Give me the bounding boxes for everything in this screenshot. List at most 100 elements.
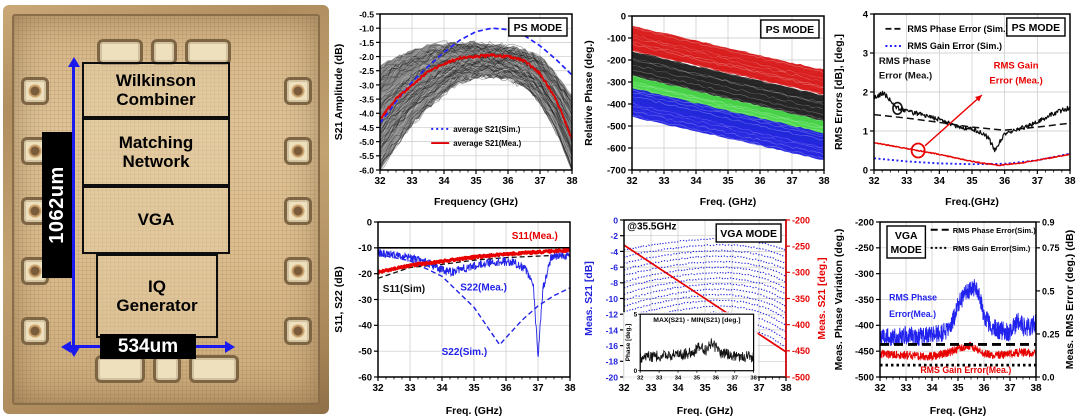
y2-axis-label: Meas. S21 [deg.] <box>816 257 828 339</box>
y2-tick-label: 0.0 <box>1042 372 1055 382</box>
die-block-label: Matching Network <box>118 132 194 171</box>
inset-x-tick-label: 36 <box>713 376 720 382</box>
annotation: S22(Mea.) <box>460 282 507 293</box>
phase-states-green-trace <box>632 84 824 131</box>
die-block-matching-network: Matching Network <box>82 118 230 186</box>
y-tick-label: -2.5 <box>359 66 374 76</box>
phase-states-green-trace <box>632 80 824 127</box>
x-tick-label: 36 <box>978 383 990 394</box>
legend-label: RMS Phase Error(Sim.) <box>953 226 1037 235</box>
phase-states-black-trace <box>632 61 824 107</box>
inset-title: MAX(S21) - MIN(S21) [deg.] <box>653 317 740 324</box>
phase-states-blue-trace <box>632 113 824 158</box>
phase-states-red-trace <box>632 41 824 88</box>
inset-x-tick-label: 35 <box>694 376 701 382</box>
s21-all-states-band-trace <box>380 72 572 169</box>
y2-axis-label: Meas. RMS Error (deg.) (dB) <box>1064 230 1076 369</box>
phase-states-blue-trace <box>632 114 824 160</box>
inset-x-tick-label: 34 <box>675 376 682 382</box>
y-tick-label: 0 <box>621 11 626 22</box>
y-tick-label: -100 <box>607 33 626 44</box>
y2-tick-label: -500 <box>792 372 810 382</box>
y2-tick-label: -300 <box>792 268 810 278</box>
y-tick-label: -50 <box>358 347 372 358</box>
s21-all-states-band-trace <box>380 68 572 152</box>
phase-states-black <box>632 51 824 126</box>
s21-gain-states-2 <box>624 249 786 265</box>
phase-states-red-trace <box>632 34 824 80</box>
phase-states-red-trace <box>632 29 824 76</box>
phase-states-red-trace <box>632 39 824 86</box>
s21-gain-states-4 <box>624 260 786 277</box>
y-tick-label: -3.5 <box>359 94 374 104</box>
bond-pad <box>153 355 181 383</box>
phase-states-black-trace <box>632 74 824 121</box>
legend-label: average S21(Sim.) <box>453 125 521 134</box>
y-tick-label: -300 <box>607 77 626 88</box>
phase-states-blue-trace <box>632 91 824 139</box>
annotation: S22(Sim.) <box>442 347 488 358</box>
y-axis: 0 -2 -4 -6 -8 -10 -12 -14 -16 -18 -20 Meas. S21 [dB… <box>583 215 624 382</box>
phase-states-green-trace <box>632 75 824 122</box>
mode-badge-label: PS MODE <box>1012 22 1060 34</box>
phase-states-blue-trace <box>632 92 824 140</box>
s21-all-states-band-trace <box>380 41 572 104</box>
die-height-label: 1062um <box>42 132 72 278</box>
phase-states-blue-trace <box>632 92 824 137</box>
legend: RMS Phase Error (Sim.) RMS Gain Error (Si… <box>885 24 1008 51</box>
y-tick-label: -20 <box>358 269 372 280</box>
average-s21-sim <box>380 27 572 124</box>
y-tick-label: -2.0 <box>359 52 374 62</box>
y-tick-label: -20 <box>606 372 619 382</box>
annotation: Error (Mea.) <box>989 75 1042 86</box>
annotation: Error(Mea.) <box>889 309 936 319</box>
phase-states-blue-trace <box>632 110 824 157</box>
phase-states-black-trace <box>632 54 824 100</box>
s21-all-states-band-trace <box>380 58 572 138</box>
y-tick-label: 0 <box>613 215 618 225</box>
s21-all-states-band-trace <box>380 43 572 107</box>
y2-tick-label: -250 <box>792 242 810 252</box>
phase-states-red-trace <box>632 41 824 86</box>
s21-gain-states-11 <box>624 299 786 320</box>
y-tick-label: -500 <box>607 121 626 132</box>
phase-states-blue-trace <box>632 94 824 140</box>
y-tick-label: 0 <box>863 165 868 176</box>
mode-badge-label: PS MODE <box>766 24 814 36</box>
phase-states-red-trace <box>632 48 824 93</box>
y2-tick-label: -450 <box>792 346 810 356</box>
s21-gain-states-7 <box>624 277 786 296</box>
y-tick-label: -450 <box>855 347 874 358</box>
phase-states-black-trace <box>632 71 824 118</box>
bond-pad <box>284 77 312 105</box>
phase-states-red-trace <box>632 37 824 83</box>
panel-vga-rms-errors: 32 33 34 35 36 37 38 Freq. (GHz) -200 -250 -300 -35… <box>832 210 1080 419</box>
bond-pad <box>21 77 49 105</box>
s21-all-states-band-trace <box>380 64 572 151</box>
y-axis-label: RMS Errors [dB], [deg.] <box>833 34 845 150</box>
x-tick-label: 38 <box>1030 383 1042 394</box>
s21-all-states-band-trace <box>380 65 572 151</box>
panel-s-parameters: 32 33 34 35 36 37 38 Freq. (GHz) 0 -10 -20 -30 -40 -5… <box>332 210 582 419</box>
s21-all-states-band-trace <box>380 60 572 142</box>
annotation: S11(Mea.) <box>512 231 558 242</box>
mode-badge-label: PS MODE <box>514 22 562 34</box>
y-tick-label: -2 <box>610 231 618 241</box>
chip-die-photo: Wilkinson Combiner Matching Network VGA … <box>0 0 332 419</box>
legend: average S21(Sim.) average S21(Mea.) <box>431 125 522 148</box>
s21-phase-line <box>624 244 786 353</box>
s21-all-states-band-trace <box>380 62 572 146</box>
x-tick-label: 38 <box>1064 176 1076 187</box>
phase-states-red-trace <box>632 50 824 97</box>
inset-y-tick-label: 0 <box>634 368 638 375</box>
phase-states-black-trace <box>632 69 824 115</box>
y-axis-label: Meas. Phase Variation (deg.) <box>833 229 845 371</box>
legend-label: RMS Gain Error (Sim.) <box>907 41 1002 51</box>
x-tick-label: 35 <box>722 176 734 187</box>
phase-states-black-trace <box>632 69 824 115</box>
phase-states-blue-trace <box>632 94 824 141</box>
